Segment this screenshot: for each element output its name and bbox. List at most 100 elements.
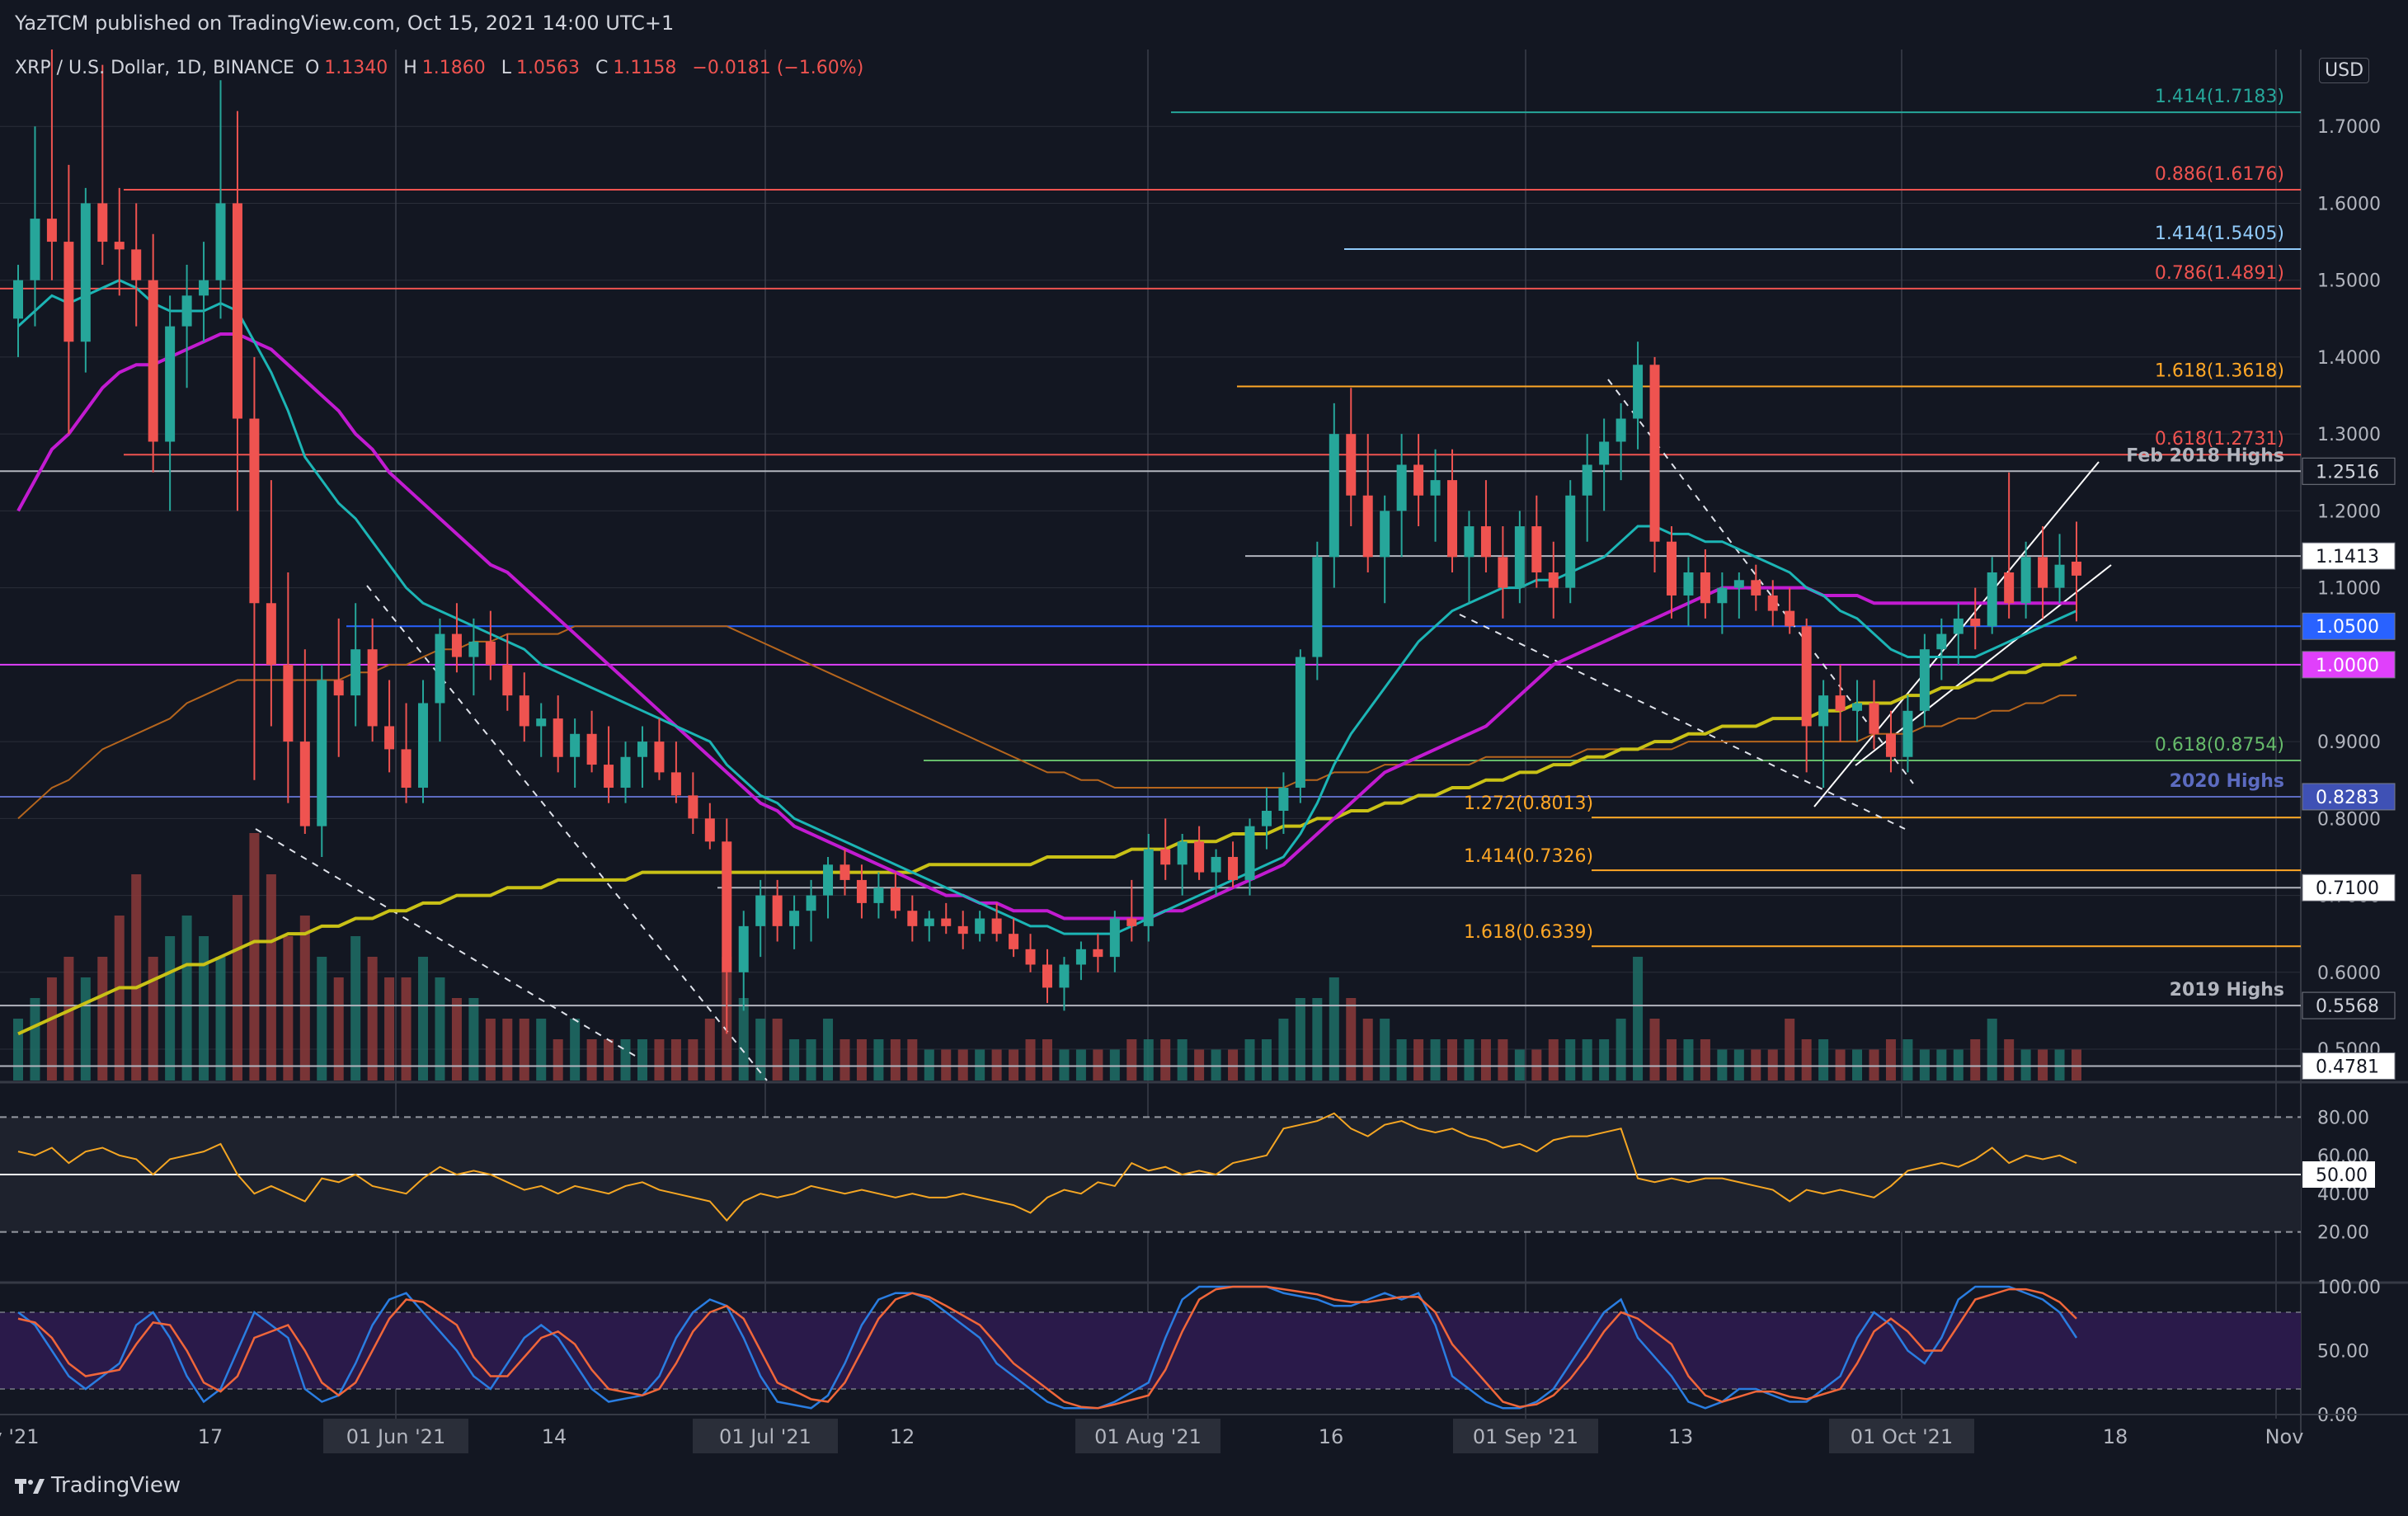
candle-body[interactable] (789, 911, 800, 926)
candle-body[interactable] (80, 203, 91, 342)
candle-body[interactable] (1312, 557, 1323, 657)
candle-body[interactable] (468, 641, 479, 657)
candle-body[interactable] (1852, 703, 1863, 711)
candle-body[interactable] (1616, 418, 1626, 442)
candle-body[interactable] (165, 326, 176, 442)
candle-body[interactable] (654, 742, 665, 773)
candle-body[interactable] (1885, 733, 1896, 757)
candle-body[interactable] (519, 695, 529, 727)
candle-body[interactable] (1649, 365, 1660, 542)
candle-body[interactable] (1143, 849, 1154, 926)
candle-body[interactable] (1785, 610, 1795, 627)
currency-button[interactable]: USD (2319, 58, 2370, 83)
candle-body[interactable] (2038, 557, 2048, 588)
candle-body[interactable] (1075, 949, 1086, 965)
candle-body[interactable] (1464, 526, 1474, 558)
candle-body[interactable] (451, 633, 462, 657)
candle-body[interactable] (1059, 964, 1070, 988)
candle-body[interactable] (435, 633, 445, 704)
candle-body[interactable] (384, 726, 395, 750)
candle-body[interactable] (215, 203, 226, 280)
candle-body[interactable] (2054, 564, 2065, 588)
candle-body[interactable] (232, 203, 242, 419)
candle-body[interactable] (704, 818, 715, 842)
candle-body[interactable] (350, 649, 361, 696)
candle-body[interactable] (1160, 849, 1171, 865)
candle-body[interactable] (637, 742, 647, 757)
candle-body[interactable] (2072, 561, 2081, 576)
candle-body[interactable] (333, 680, 344, 696)
candle-body[interactable] (299, 742, 310, 826)
candle-body[interactable] (1329, 434, 1339, 558)
candle-body[interactable] (1278, 788, 1289, 812)
candle-body[interactable] (1919, 649, 1930, 711)
candle-body[interactable] (890, 887, 901, 911)
candle-body[interactable] (1177, 841, 1188, 865)
candle-body[interactable] (1261, 811, 1272, 826)
candle-body[interactable] (1633, 365, 1644, 419)
candle-body[interactable] (401, 749, 412, 789)
candle-body[interactable] (1902, 710, 1913, 757)
candle-body[interactable] (1362, 495, 1373, 558)
candle-body[interactable] (1987, 572, 1997, 627)
candle-body[interactable] (1093, 949, 1103, 958)
candle-body[interactable] (97, 203, 108, 242)
candle-body[interactable] (2004, 572, 2015, 604)
candle-body[interactable] (1565, 495, 1576, 588)
candle-body[interactable] (873, 887, 884, 903)
candle-body[interactable] (46, 219, 57, 242)
candle-body[interactable] (1733, 580, 1744, 588)
candle-body[interactable] (840, 864, 850, 880)
candle-body[interactable] (1818, 695, 1829, 727)
candle-body[interactable] (1666, 541, 1677, 596)
candle-body[interactable] (586, 733, 597, 765)
candle-body[interactable] (1211, 856, 1221, 873)
candle-body[interactable] (317, 680, 327, 826)
candle-body[interactable] (1244, 826, 1255, 880)
symbol-legend[interactable]: XRP / U.S. Dollar, 1D, BINANCE O 1.1340 H… (15, 58, 868, 78)
candle-body[interactable] (1970, 618, 1981, 627)
candle-body[interactable] (1869, 703, 1879, 734)
candle-body[interactable] (670, 772, 681, 796)
candle-body[interactable] (1936, 633, 1947, 650)
candle-body[interactable] (620, 756, 631, 789)
tradingview-brand[interactable]: TradingView (15, 1473, 181, 1498)
candle-body[interactable] (738, 925, 749, 972)
candle-body[interactable] (13, 280, 23, 319)
candle-body[interactable] (418, 703, 429, 789)
candle-body[interactable] (553, 718, 563, 757)
candle-body[interactable] (1430, 480, 1441, 496)
candle-body[interactable] (957, 925, 968, 935)
candle-body[interactable] (2020, 557, 2031, 604)
candle-body[interactable] (1396, 464, 1407, 511)
candle-body[interactable] (1700, 572, 1710, 604)
candle-body[interactable] (367, 649, 378, 727)
candle-body[interactable] (1042, 964, 1052, 988)
candle-body[interactable] (199, 280, 209, 296)
candle-body[interactable] (1717, 587, 1728, 604)
candle-body[interactable] (1480, 526, 1491, 558)
candle-body[interactable] (772, 895, 783, 926)
candle-body[interactable] (991, 918, 1002, 935)
candle-body[interactable] (502, 664, 513, 696)
candle-body[interactable] (131, 249, 142, 280)
candle-body[interactable] (181, 295, 192, 327)
candle-body[interactable] (856, 879, 867, 903)
candle-body[interactable] (536, 718, 547, 727)
candle-body[interactable] (1009, 934, 1019, 949)
candle-body[interactable] (1953, 618, 1964, 634)
candle-body[interactable] (114, 242, 125, 250)
candle-body[interactable] (1380, 511, 1390, 558)
candle-body[interactable] (63, 242, 74, 342)
candle-body[interactable] (1767, 595, 1778, 611)
candle-body[interactable] (924, 918, 934, 926)
candle-body[interactable] (1801, 626, 1812, 727)
candle-body[interactable] (1194, 841, 1205, 873)
candle-body[interactable] (1228, 856, 1239, 880)
candle-body[interactable] (1126, 918, 1137, 926)
candle-body[interactable] (1683, 572, 1694, 596)
candle-body[interactable] (755, 895, 766, 926)
candle-body[interactable] (1548, 572, 1559, 588)
candle-body[interactable] (1751, 580, 1761, 596)
candle-body[interactable] (1447, 480, 1458, 558)
